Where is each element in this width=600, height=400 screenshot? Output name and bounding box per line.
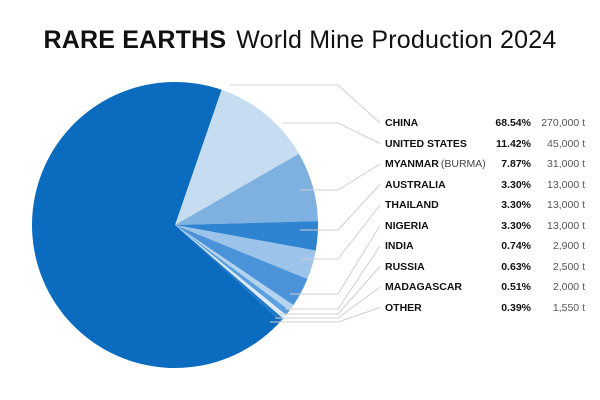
pie-slices (32, 81, 318, 368)
legend-row-united-states: UNITED STATES 11.42% 45,000 t (385, 137, 585, 150)
leader-line (300, 184, 381, 231)
leader-line (285, 245, 381, 310)
pie-slice-china (32, 81, 281, 368)
title-bold: RARE EARTHS (43, 26, 227, 54)
legend-row-myanmar: MYANMAR (BURMA) 7.87% 31,000 t (385, 158, 585, 170)
leader-line (283, 122, 381, 144)
pie-slice-nigeria (175, 225, 308, 306)
pie-slice-russia (175, 225, 290, 316)
pie-slice-madagascar (175, 225, 287, 319)
pie-slice-other (175, 225, 284, 322)
leader-line (290, 225, 381, 295)
legend-row-thailand: THAILAND 3.30% 13,000 t (385, 199, 585, 211)
legend-row-india: INDIA 0.74% 2,900 t (385, 240, 585, 252)
pie-slice-australia (175, 221, 318, 251)
legend-row-nigeria: NIGERIA 3.30% 13,000 t (385, 219, 585, 232)
leader-line (300, 204, 381, 260)
pie-slice-myanmar-burma (175, 153, 318, 225)
leader-line (270, 307, 381, 323)
leader-lines (230, 84, 381, 323)
chart-title: RARE EARTHS World Mine Production 2024 (0, 26, 600, 55)
legend-row-other: OTHER 0.39% 1,550 t (385, 301, 585, 314)
pie-slice-united-states (175, 89, 299, 226)
leader-line (230, 84, 381, 124)
leader-line (275, 286, 381, 319)
title-light: World Mine Production 2024 (236, 26, 557, 54)
leader-line (300, 163, 381, 191)
legend-row-china: CHINA 68.54% 270,000 t (385, 117, 585, 129)
legend-row-madagascar: MADAGASCAR 0.51% 2,000 t (385, 281, 585, 293)
pie-slice-india (175, 225, 294, 311)
pie-slice-thailand (175, 225, 316, 280)
legend-row-russia: RUSSIA 0.63% 2,500 t (385, 260, 585, 273)
legend-row-australia: AUSTRALIA 3.30% 13,000 t (385, 178, 585, 191)
leader-line (280, 266, 381, 315)
